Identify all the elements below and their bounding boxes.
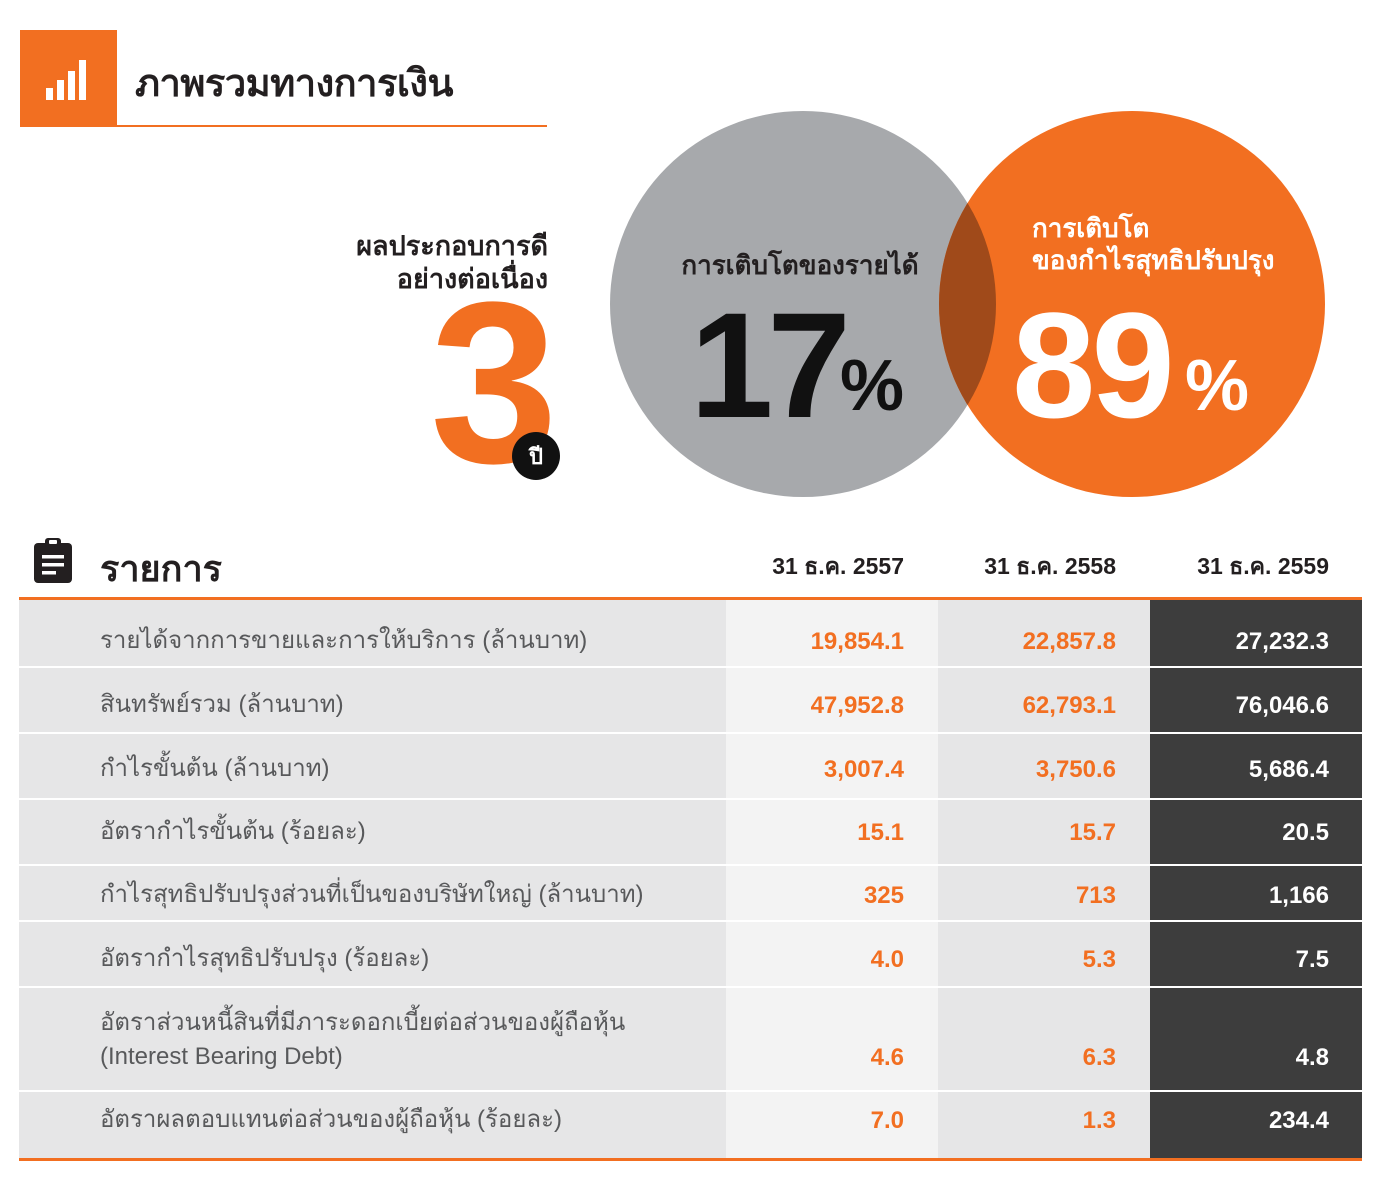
cell-net-profit-2557: 325 [863,882,904,909]
row-label-gross-margin: อัตรากำไรขั้นต้น (ร้อยละ) [100,818,366,845]
row-separator [19,864,1362,866]
header-underline [20,125,547,127]
performance-label: ผลประกอบการดี อย่างต่อเนื่อง [356,230,548,296]
cell-gross-profit-2559: 5,686.4 [1248,756,1329,783]
row-separator [19,798,1362,800]
table-top-rule [19,597,1362,600]
profit-growth-label: การเติบโต ของกำไรสุทธิปรับปรุง [1032,212,1274,276]
cell-net-profit-2558: 713 [1075,882,1116,909]
cell-net-profit-2559: 1,166 [1268,882,1329,909]
row-separator [19,986,1362,988]
table-bottom-rule [19,1158,1362,1161]
row-label-net-margin: อัตรากำไรสุทธิปรับปรุง (ร้อยละ) [100,945,430,972]
header-icon-box [20,30,117,127]
cell-roe-2558: 1.3 [1082,1107,1116,1134]
cell-gross-margin-2557: 15.1 [857,819,904,846]
cell-assets-2559: 76,046.6 [1235,692,1329,719]
row-label-revenue: รายได้จากการขายและการให้บริการ (ล้านบาท) [100,627,588,654]
row-separator [19,920,1362,922]
cell-assets-2558: 62,793.1 [1022,692,1116,719]
cell-roe-2557: 7.0 [870,1107,904,1134]
column-header-2557: 31 ธ.ค. 2557 [772,553,904,579]
revenue-growth-value: 17 [690,281,851,449]
cell-revenue-2559: 27,232.3 [1235,628,1329,655]
row-label-roe: อัตราผลตอบแทนต่อส่วนของผู้ถือหุ้น (ร้อยล… [100,1106,562,1133]
page-title: ภาพรวมทางการเงิน [135,63,453,105]
cell-gross-margin-2558: 15.7 [1069,819,1116,846]
profit-growth-circle [939,111,1325,497]
row-label-gross-profit: กำไรขั้นต้น (ล้านบาท) [100,755,330,782]
row-separator [19,1090,1362,1092]
row-separator [19,666,1362,668]
performance-line-1: ผลประกอบการดี [356,231,548,261]
row-label-debt-line-2: (Interest Bearing Debt) [100,1043,343,1070]
revenue-growth-unit: % [840,346,905,426]
cell-revenue-2558: 22,857.8 [1022,628,1116,655]
cell-debt-ratio-2559: 4.8 [1295,1044,1329,1071]
cell-assets-2557: 47,952.8 [810,692,904,719]
row-separator [19,732,1362,734]
revenue-growth-label: การเติบโตของรายได้ [681,250,919,280]
row-label-debt-line-1: อัตราส่วนหนี้สินที่มีภาระดอกเบี้ยต่อส่วน… [100,1009,626,1036]
cell-gross-margin-2559: 20.5 [1282,819,1329,846]
cell-debt-ratio-2557: 4.6 [870,1044,904,1071]
profit-growth-value: 89 [1012,281,1175,449]
column-header-2559: 31 ธ.ค. 2559 [1197,553,1329,579]
cell-gross-profit-2557: 3,007.4 [823,756,904,783]
column-2558-bg [938,600,1150,1158]
profit-growth-unit: % [1185,346,1250,426]
profit-growth-line-1: การเติบโต [1032,213,1150,243]
cell-roe-2559: 234.4 [1268,1107,1329,1134]
cell-net-margin-2558: 5.3 [1082,946,1116,973]
bar-chart-icon [46,60,86,100]
column-header-2558: 31 ธ.ค. 2558 [984,553,1116,579]
column-2559-bg [1150,600,1362,1158]
cell-revenue-2557: 19,854.1 [810,628,904,655]
table-title: รายการ [100,548,222,589]
cell-debt-ratio-2558: 6.3 [1082,1044,1116,1071]
profit-growth-line-2: ของกำไรสุทธิปรับปรุง [1032,245,1275,275]
growth-venn [610,111,1325,497]
cell-net-margin-2559: 7.5 [1295,946,1329,973]
row-label-debt-to-equity: อัตราส่วนหนี้สินที่มีภาระดอกเบี้ยต่อส่วน… [100,1006,625,1074]
column-2557-bg [726,600,938,1158]
row-label-adjusted-net-profit: กำไรสุทธิปรับปรุงส่วนที่เป็นของบริษัทใหญ… [100,881,644,908]
label-column-bg [19,600,726,1158]
clipboard-icon [34,538,72,583]
row-label-total-assets: สินทรัพย์รวม (ล้านบาท) [100,691,344,718]
performance-line-2: อย่างต่อเนื่อง [396,264,548,294]
years-unit-badge: ปี [512,432,560,480]
revenue-growth-circle [610,111,996,497]
cell-net-margin-2557: 4.0 [870,946,904,973]
cell-gross-profit-2558: 3,750.6 [1035,756,1116,783]
